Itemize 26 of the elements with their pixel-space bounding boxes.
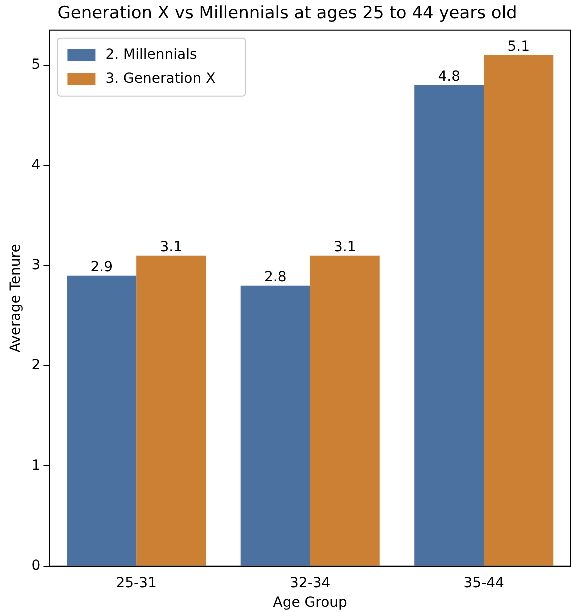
y-tick-label: 3: [32, 257, 41, 274]
data-label: 3.1: [160, 239, 182, 256]
legend-label: 2. Millennials: [106, 47, 198, 64]
bar: [67, 276, 137, 566]
legend-label: 3. Generation X: [106, 71, 216, 88]
x-tick-label: 25-31: [116, 575, 157, 592]
y-tick-label: 4: [32, 157, 41, 174]
chart-title: Generation X vs Millennials at ages 25 to 44 years old: [58, 4, 518, 24]
data-label: 2.9: [90, 260, 113, 276]
data-label: 3.1: [334, 239, 356, 256]
bar: [414, 86, 484, 566]
bar: [136, 256, 206, 566]
data-label: 2.8: [264, 270, 287, 286]
data-label: 5.1: [508, 39, 530, 56]
data-label: 4.8: [438, 69, 460, 86]
y-tick-label: 2: [32, 358, 41, 374]
y-tick-label: 1: [32, 458, 41, 474]
bar: [484, 55, 554, 566]
bar: [310, 256, 380, 566]
x-tick-label: 35-44: [464, 575, 505, 592]
y-tick-label: 0: [32, 558, 41, 574]
bar: [240, 286, 310, 566]
y-tick-label: 5: [32, 57, 41, 74]
x-tick-label: 32-34: [290, 575, 331, 592]
y-axis-title: Average Tenure: [8, 244, 24, 353]
x-axis-title: Age Group: [273, 595, 348, 612]
